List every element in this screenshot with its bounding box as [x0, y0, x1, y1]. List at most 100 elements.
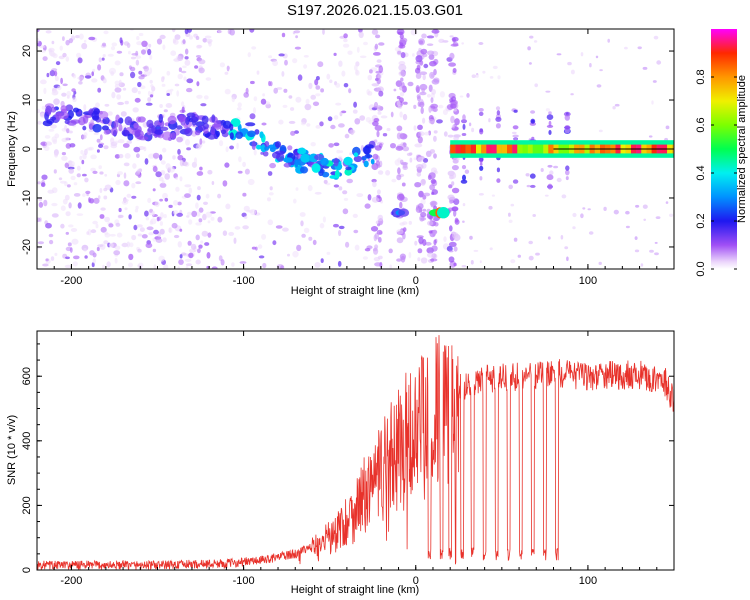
- spectrogram-cell: [512, 179, 519, 184]
- spectrogram-cell: [156, 38, 163, 45]
- spectrogram-cell: [229, 29, 235, 36]
- spectrogram-cell: [315, 125, 321, 129]
- spectrogram-cell: [315, 85, 321, 90]
- spectrogram-cell: [50, 256, 55, 261]
- spectrogram-cell: [147, 97, 152, 102]
- spectrogram-cell: [374, 145, 382, 151]
- spectrogram-cell: [429, 258, 438, 262]
- spectrogram-cell: [397, 105, 403, 109]
- spectrogram-cell: [462, 114, 466, 121]
- spectrogram-cell: [229, 145, 235, 150]
- spectrogram-cell: [202, 122, 209, 130]
- spectrogram-cell: [420, 198, 426, 205]
- spectrogram-cell: [548, 130, 552, 135]
- spectrogram-cell: [81, 42, 88, 50]
- spectrogram-cell: [377, 106, 382, 110]
- spectrogram-cell: [177, 266, 181, 269]
- spectrogram-cell: [377, 111, 382, 115]
- spectrogram-cell: [102, 54, 106, 58]
- spectrogram-cell: [178, 67, 182, 72]
- spectrogram-cell: [654, 241, 658, 244]
- spectrogram-cell: [188, 252, 194, 259]
- spectrogram-cell: [461, 119, 467, 124]
- spectrogram-cell: [429, 60, 437, 67]
- colorbar-tick-label: 0.6: [695, 117, 707, 132]
- spectrogram-cell: [114, 80, 120, 86]
- spectrogram-cell: [625, 225, 630, 229]
- spectrogram-cell: [272, 60, 278, 67]
- spectrogram-cell: [71, 88, 76, 93]
- spectrogram-cell: [181, 101, 185, 107]
- carrier-line-segment: [527, 144, 533, 154]
- spectrogram-cell: [303, 64, 308, 69]
- spectrogram-cell: [164, 173, 170, 180]
- spectrogram-cell: [371, 83, 380, 87]
- spectrogram-cell: [201, 115, 209, 124]
- spectrogram-cell: [479, 165, 484, 171]
- spectrogram-cell: [367, 194, 372, 201]
- spectrogram-cell: [432, 229, 438, 235]
- spectrogram-cell: [561, 194, 567, 199]
- spectrogram-cell: [170, 88, 174, 92]
- spectrogram-cell: [42, 263, 49, 267]
- spectrogram-cell: [510, 203, 515, 207]
- spectrogram-cell: [256, 144, 262, 150]
- spectrogram-cell: [344, 133, 350, 139]
- spectrogram-cell: [439, 91, 445, 98]
- spectrogram-cell: [68, 38, 74, 44]
- spectrogram-cell: [136, 41, 143, 46]
- spectrogram-cell: [186, 78, 194, 84]
- spectrogram-cell: [438, 38, 445, 44]
- spectrogram-cell: [88, 146, 94, 151]
- spectrogram-cell: [98, 165, 102, 170]
- snr-x-tick-label: -200: [60, 575, 82, 587]
- spectrogram-cell: [200, 103, 207, 107]
- spectrogram-cell: [284, 59, 288, 66]
- spectrogram-cell: [184, 59, 191, 66]
- spectrogram-cell: [51, 40, 55, 45]
- spectrogram-cell: [653, 35, 659, 40]
- spectrogram-cell: [311, 163, 321, 173]
- spectrogram-cell: [159, 198, 164, 202]
- spectrogram-cell: [294, 46, 301, 50]
- spectrogram-cell: [371, 29, 379, 35]
- spectrogram-cell: [436, 119, 443, 124]
- spectrogram-cell: [282, 104, 288, 108]
- spectrogram-x-tick-label: 100: [579, 275, 597, 287]
- spectrogram-cell: [152, 248, 157, 253]
- spectrogram-cell: [92, 115, 100, 121]
- spectrogram-y-ticks: -20 -10 0 10 20: [21, 45, 674, 255]
- spectrogram-cell: [176, 136, 184, 143]
- carrier-line-segment: [465, 144, 471, 154]
- spectrogram-cell: [339, 111, 343, 117]
- spectrogram-cell: [123, 180, 130, 187]
- spectrogram-cell: [251, 246, 257, 250]
- spectrogram-cell: [377, 170, 384, 175]
- spectrogram-cell: [447, 134, 454, 138]
- spectrogram-cell: [114, 257, 118, 264]
- spectrogram-cell: [353, 152, 359, 157]
- spectrogram-cell: [412, 53, 415, 57]
- spectrogram-cell: [138, 75, 145, 80]
- spectrogram-cell: [377, 255, 383, 260]
- spectrogram-cell: [43, 87, 47, 95]
- spectrogram-cell: [372, 181, 377, 188]
- spectrogram-cell: [426, 43, 434, 46]
- spectrogram-cell: [178, 115, 185, 123]
- spectrogram-cell: [224, 162, 230, 168]
- spectrogram-cell: [243, 92, 249, 98]
- spectrogram-cell: [415, 85, 420, 93]
- spectrogram-cell: [338, 186, 343, 191]
- spectrogram-cell: [339, 150, 344, 154]
- spectrogram-cell: [276, 87, 283, 90]
- spectrogram-cell: [349, 152, 353, 156]
- spectrogram-cell: [154, 129, 164, 135]
- spectrogram-cell: [478, 111, 484, 116]
- spectrogram-cell: [570, 93, 574, 96]
- spectrogram-cell: [333, 52, 337, 57]
- spectrogram-cell: [416, 94, 421, 99]
- spectrogram-cell: [164, 197, 169, 202]
- spectrogram-cell: [159, 182, 167, 188]
- spectrogram-cell: [314, 79, 319, 86]
- spectrogram-cell: [414, 240, 418, 246]
